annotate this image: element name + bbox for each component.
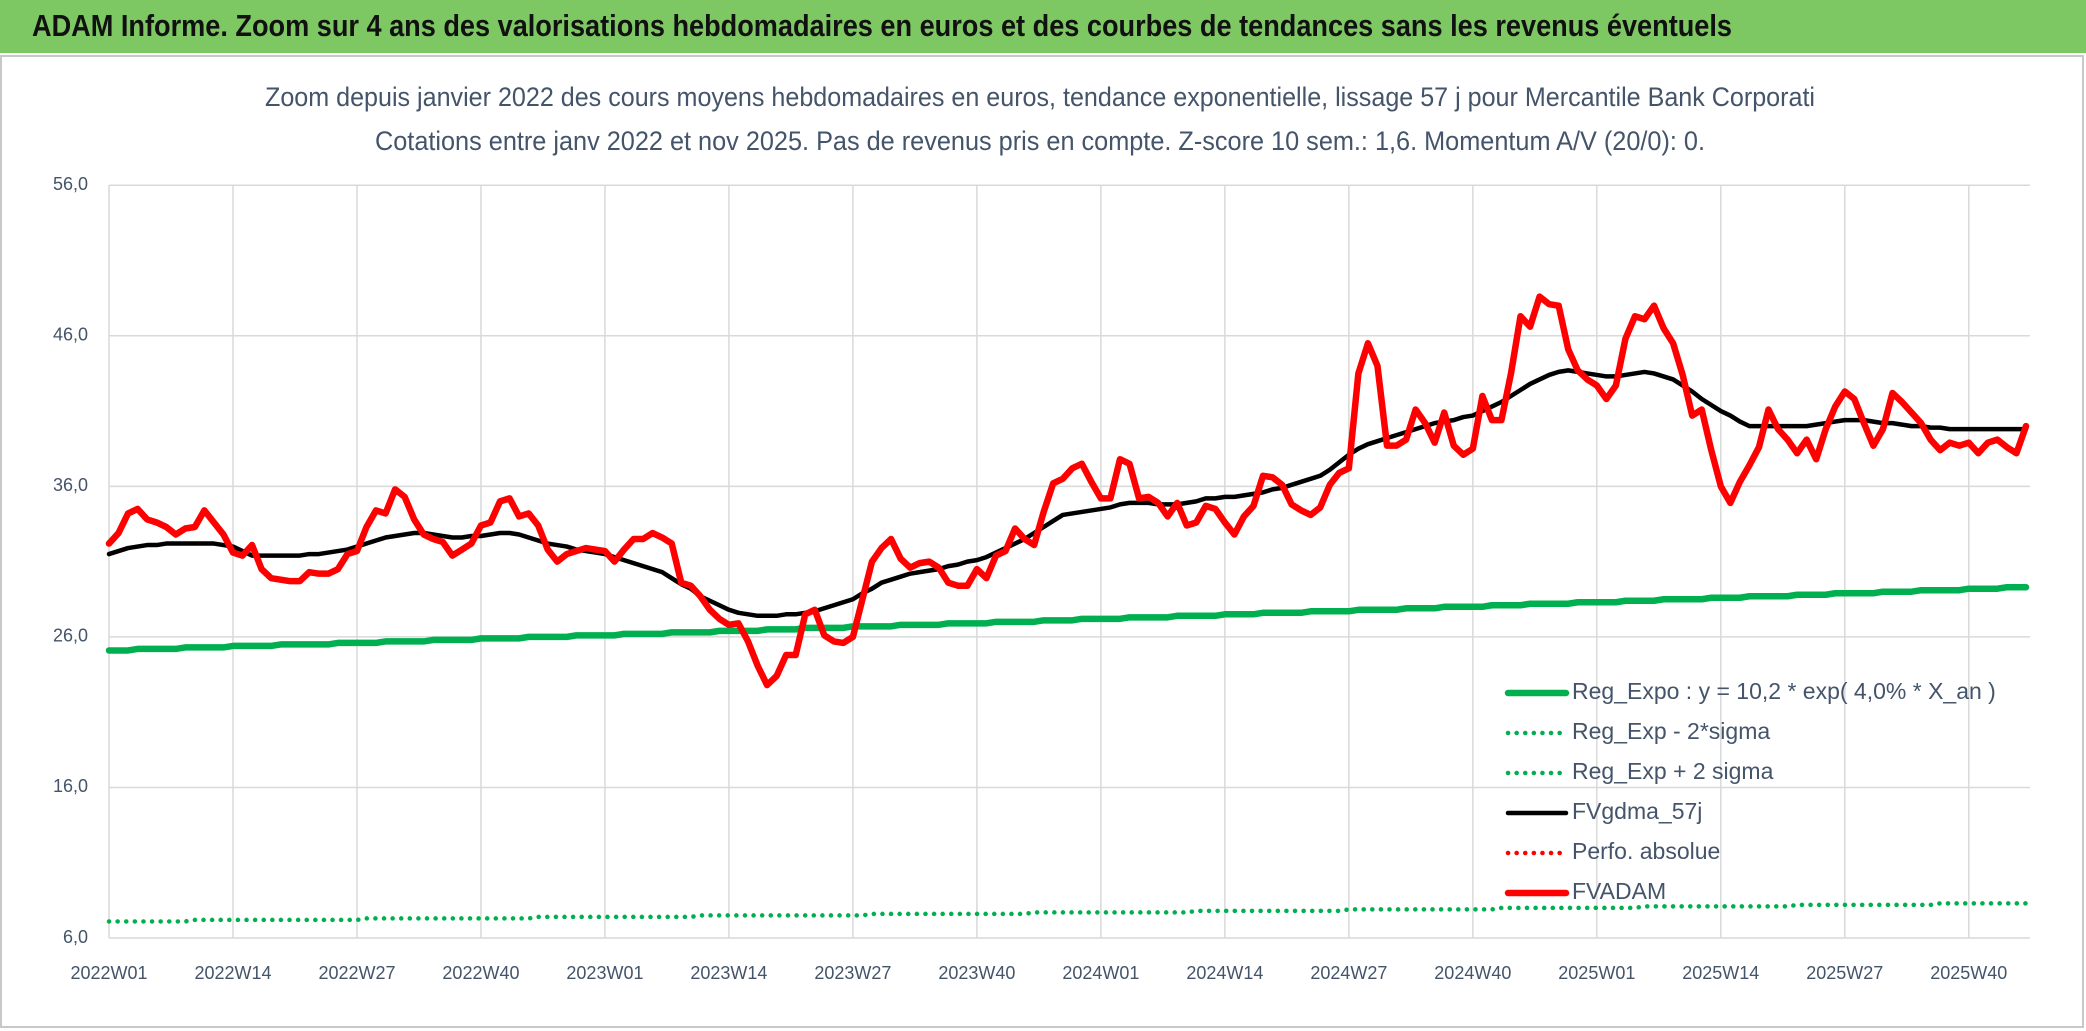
chart-frame [0,55,2084,1028]
plot-lines [105,293,2030,924]
x-tick-label: 2023W27 [814,963,891,983]
x-tick-label: 2022W40 [442,963,519,983]
title-box [258,74,1822,174]
header-banner [0,0,2086,53]
y-tick-label: 26,0 [53,626,88,646]
series-line [106,901,2029,924]
x-tick-label: 2023W40 [938,963,1015,983]
legend-label: Reg_Exp + 2 sigma [1572,758,1774,784]
x-tick-label: 2022W27 [318,963,395,983]
axes: 6,0 16,0 26,0 36,0 46,0 56,0 2022W01 2022W14 202… [53,174,2007,983]
x-tick-label: 2022W14 [194,963,271,983]
x-tick-label: 2023W14 [690,963,767,983]
y-tick-label: 56,0 [53,174,88,194]
y-tick-label: 36,0 [53,475,88,495]
x-tick-label: 2025W27 [1806,963,1883,983]
x-tick-label: 2025W01 [1558,963,1635,983]
series-line [105,293,2030,689]
header-title: ADAM Informe. Zoom sur 4 ans des valoris… [32,8,1732,43]
legend-label: FVgdma_57j [1572,798,1702,824]
y-tick-label: 16,0 [53,776,88,796]
x-tick-label: 2024W14 [1186,963,1263,983]
x-tick-label: 2025W40 [1930,963,2007,983]
legend-label: Reg_Exp - 2*sigma [1572,718,1770,744]
x-tick-label: 2024W27 [1310,963,1387,983]
legend-label: Reg_Expo : y = 10,2 * exp( 4,0% * X_an ) [1572,678,1996,704]
legend-label: Perfo. absolue [1572,838,1720,864]
grid [108,184,2030,939]
y-tick-label: 6,0 [63,927,88,947]
x-tick-label: 2024W01 [1062,963,1139,983]
x-tick-label: 2023W01 [566,963,643,983]
x-tick-label: 2024W40 [1434,963,1511,983]
legend-label: FVADAM [1572,878,1666,904]
y-tick-label: 46,0 [53,325,88,345]
chart-subtitle: Cotations entre janv 2022 et nov 2025. P… [375,126,1705,156]
x-tick-label: 2025W14 [1682,963,1759,983]
chart-title: Zoom depuis janvier 2022 des cours moyen… [265,82,1815,112]
legend: Reg_Expo : y = 10,2 * exp( 4,0% * X_an )… [1504,678,1996,904]
series-line [105,583,2030,654]
x-tick-label: 2022W01 [70,963,147,983]
